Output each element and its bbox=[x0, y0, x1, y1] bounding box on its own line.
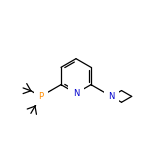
Text: P: P bbox=[38, 92, 43, 101]
Text: N: N bbox=[73, 89, 79, 98]
Text: N: N bbox=[108, 92, 115, 101]
